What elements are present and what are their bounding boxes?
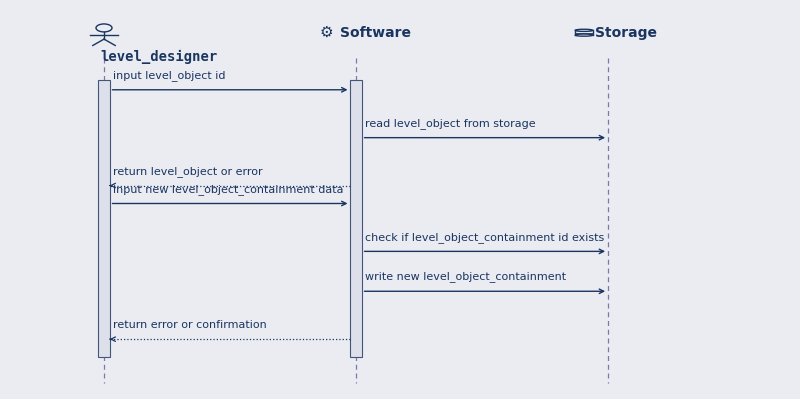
Text: Storage: Storage	[595, 26, 658, 40]
Bar	[98, 80, 110, 357]
Text: check if level_object_containment id exists: check if level_object_containment id exi…	[365, 232, 604, 243]
Text: read level_object from storage: read level_object from storage	[365, 118, 535, 129]
Text: ⚙: ⚙	[320, 25, 334, 40]
Text: input level_object id: input level_object id	[113, 70, 226, 81]
Text: Software: Software	[340, 26, 411, 40]
Text: level_designer: level_designer	[100, 49, 218, 63]
Bar	[350, 80, 362, 357]
Text: write new level_object_containment: write new level_object_containment	[365, 272, 566, 282]
Text: return level_object or error: return level_object or error	[113, 166, 262, 177]
Text: return error or confirmation: return error or confirmation	[113, 320, 266, 330]
Text: input new level_object_containment data: input new level_object_containment data	[113, 184, 343, 195]
